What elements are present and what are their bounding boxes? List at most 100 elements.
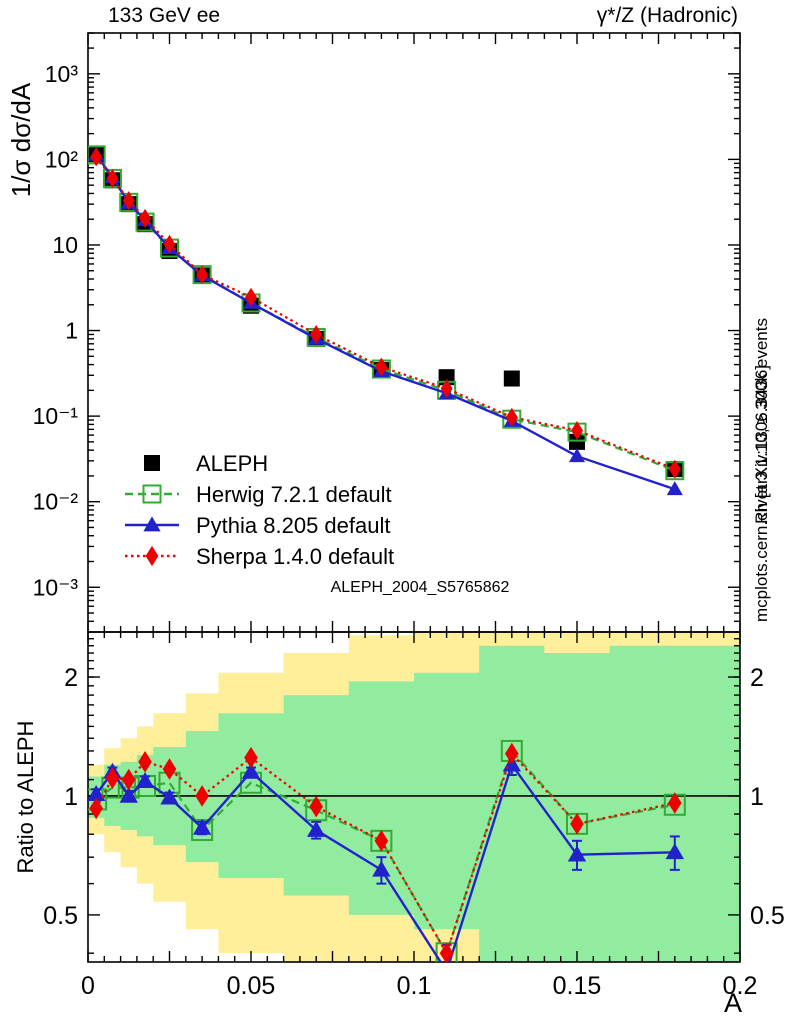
y-tick-label: 10²: [45, 146, 79, 172]
data-point: [139, 208, 151, 228]
legend-marker: [144, 455, 160, 471]
x-axis-label: A: [724, 988, 742, 1018]
legend-label: Herwig 7.2.1 default: [196, 482, 392, 507]
x-tick-label: 0: [81, 972, 95, 1000]
y-axis-label: 1/σ dσ/dA: [6, 82, 36, 197]
rivet-version-label: Rivet 3.1.10, ≥ 300k events: [752, 318, 771, 524]
data-point: [375, 357, 388, 377]
ratio-data-point: [121, 768, 136, 791]
series-pythia: [88, 146, 683, 496]
legend-label: Sherpa 1.4.0 default: [196, 544, 394, 569]
ratio-data-point: [570, 813, 584, 835]
ratio-y-tick-label: 0.5: [750, 902, 785, 930]
legend-marker: [142, 484, 162, 504]
y-tick-label: 1: [65, 318, 78, 344]
ratio-series-line: [95, 748, 676, 956]
ratio-data-point: [192, 818, 212, 835]
ratio-data-point: [138, 751, 152, 773]
ratio-series-pythia: [88, 753, 684, 978]
data-point: [310, 325, 323, 344]
legend-entry[interactable]: ALEPH: [144, 451, 268, 476]
ratio-data-point: [105, 767, 120, 789]
data-point: [569, 433, 585, 450]
data-point: [666, 481, 683, 496]
main-y-tick-labels: 10³ 10² 10 1 10⁻¹ 10⁻² 10⁻³: [33, 61, 79, 600]
ratio-y-tick-label: 1: [64, 783, 78, 811]
ratio-data-point: [437, 962, 455, 978]
ratio-series-sherpa: [89, 742, 682, 962]
legend-entry[interactable]: Herwig 7.2.1 default: [125, 482, 392, 507]
series-line: [95, 156, 676, 471]
ratio-uncertainty-bands: [88, 632, 740, 962]
series-aleph: [88, 146, 683, 478]
header: 133 GeV ee γ*/Z (Hadronic): [108, 4, 738, 27]
x-tick-label: 0.1: [397, 972, 432, 1000]
ratio-y-axis-label: Ratio to ALEPH: [13, 721, 38, 874]
header-right-label: γ*/Z (Hadronic): [597, 4, 738, 27]
ratio-data-point: [89, 797, 103, 820]
ratio-data-point: [309, 795, 323, 818]
series-line: [95, 154, 676, 491]
data-point: [163, 234, 176, 254]
legend-marker: [143, 516, 161, 532]
ratio-data-point: [307, 820, 326, 837]
ratio-y-tick-label: 2: [750, 664, 764, 692]
x-tick-label: 0.05: [227, 972, 276, 1000]
series-sherpa: [90, 147, 681, 479]
data-point: [245, 287, 257, 307]
data-point: [505, 407, 518, 427]
data-point: [571, 420, 583, 440]
data-point: [122, 191, 135, 211]
data-point: [503, 370, 520, 387]
band-inner: [88, 645, 740, 962]
legend-entry[interactable]: Pythia 8.205 default: [125, 513, 390, 538]
legend-label: ALEPH: [196, 451, 268, 476]
x-tick-label: 0.2: [723, 972, 758, 1000]
mcplots-url-label: mcplots.cern.ch [arXiv:1306.3436]: [752, 365, 771, 622]
ratio-data-point: [668, 792, 682, 814]
data-point: [440, 379, 453, 398]
ratio-data-point: [135, 771, 155, 788]
ratio-data-point: [195, 785, 209, 807]
y-tick-label: 10⁻³: [33, 574, 79, 600]
ratio-data-point: [162, 758, 177, 780]
header-left-label: 133 GeV ee: [108, 4, 220, 27]
ratio-data-point: [665, 843, 684, 860]
x-tick-label: 0.15: [553, 972, 602, 1000]
y-tick-label: 10⁻¹: [33, 403, 79, 429]
y-tick-label: 10: [52, 232, 78, 258]
data-point: [106, 168, 119, 188]
series-line: [95, 154, 676, 472]
ratio-y-tick-label: 0.5: [43, 902, 78, 930]
analysis-watermark: ALEPH_2004_S5765862: [331, 579, 510, 596]
main-x-ticks: [87, 33, 741, 632]
ratio-y-tick-labels-left: 210.5: [43, 664, 78, 930]
ratio-data-point: [119, 786, 138, 803]
ratio-data-point: [88, 785, 106, 802]
ratio-data-point: [439, 942, 454, 962]
ratio-data-point: [505, 742, 519, 765]
legend-entry[interactable]: Sherpa 1.4.0 default: [125, 544, 394, 569]
legend-marker: [145, 545, 159, 567]
data-point: [90, 147, 103, 167]
data-point: [668, 459, 681, 479]
data-point: [196, 265, 209, 285]
y-tick-label: 10⁻²: [33, 489, 79, 515]
ratio-panel-series: [88, 739, 686, 978]
ratio-data-point: [241, 762, 261, 779]
legend-label: Pythia 8.205 default: [196, 513, 390, 538]
legend: ALEPH Herwig 7.2.1 default Pythia 8.205 de…: [125, 451, 394, 569]
ratio-data-point: [567, 845, 587, 862]
ratio-data-point: [372, 860, 391, 877]
ratio-y-tick-label: 1: [750, 783, 764, 811]
ratio-data-point: [374, 830, 389, 852]
y-tick-label: 10³: [45, 61, 79, 87]
ratio-data-point: [244, 746, 258, 769]
main-y-ticks: [88, 32, 740, 633]
ratio-data-point: [160, 788, 179, 805]
ratio-y-tick-labels-right: 210.5: [750, 664, 785, 930]
series-herwig: [88, 145, 685, 481]
main-panel-series: [88, 145, 685, 496]
